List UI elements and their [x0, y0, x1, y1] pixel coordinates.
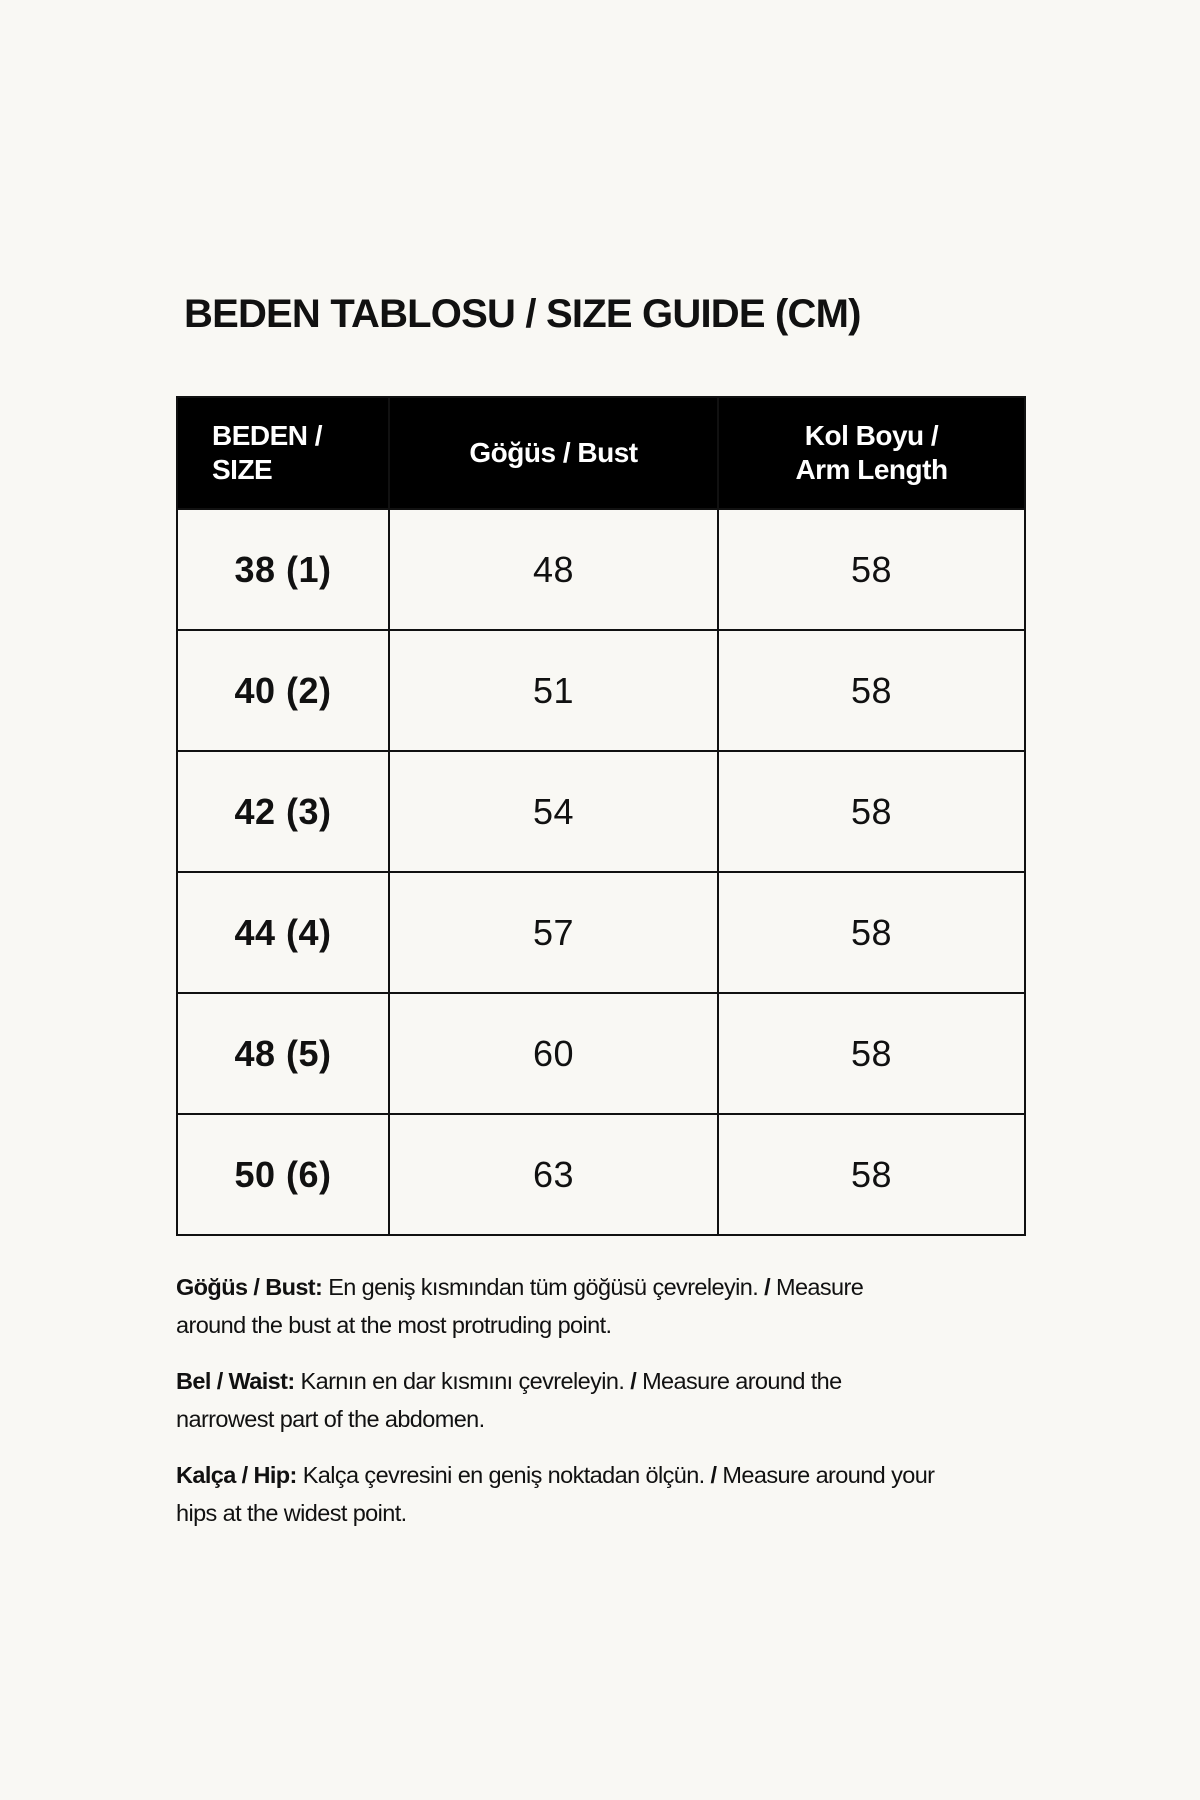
note-separator: /: [764, 1274, 771, 1300]
note-label: Göğüs / Bust:: [176, 1274, 323, 1300]
note-en: Measure around your hips at the widest p…: [176, 1462, 935, 1526]
arm-length-cell: 58: [717, 750, 1026, 873]
size-cell: 40 (2): [176, 629, 390, 752]
header-line: SIZE: [212, 454, 273, 485]
bust-cell: 54: [388, 750, 719, 873]
page-title: BEDEN TABLOSU / SIZE GUIDE (CM): [184, 292, 861, 336]
table-row: 48 (5) 60 58: [176, 992, 1026, 1115]
note-item: Bel / Waist: Karnın en dar kısmını çevre…: [176, 1362, 936, 1438]
table-row: 50 (6) 63 58: [176, 1113, 1026, 1236]
bust-cell: 48: [388, 508, 719, 631]
table-row: 42 (3) 54 58: [176, 750, 1026, 873]
arm-length-cell: 58: [717, 629, 1026, 752]
size-cell: 38 (1): [176, 508, 390, 631]
note-separator: /: [630, 1368, 637, 1394]
header-line: BEDEN /: [212, 420, 323, 451]
measurement-notes: Göğüs / Bust: En geniş kısmından tüm göğ…: [176, 1268, 936, 1550]
note-tr: Karnın en dar kısmını çevreleyin.: [300, 1368, 625, 1394]
bust-cell: 51: [388, 629, 719, 752]
header-line: Arm Length: [795, 454, 948, 485]
table-row: 40 (2) 51 58: [176, 629, 1026, 752]
size-cell: 44 (4): [176, 871, 390, 994]
size-table: BEDEN / SIZE Göğüs / Bust Kol Boyu / Arm L…: [176, 396, 1026, 1236]
note-tr: En geniş kısmından tüm göğüsü çevreleyin…: [328, 1274, 759, 1300]
note-label: Bel / Waist:: [176, 1368, 295, 1394]
note-item: Kalça / Hip: Kalça çevresini en geniş no…: [176, 1456, 936, 1532]
header-arm-length: Kol Boyu / Arm Length: [717, 396, 1026, 510]
arm-length-cell: 58: [717, 508, 1026, 631]
header-bust: Göğüs / Bust: [388, 396, 719, 510]
arm-length-cell: 58: [717, 1113, 1026, 1236]
bust-cell: 60: [388, 992, 719, 1115]
arm-length-cell: 58: [717, 871, 1026, 994]
note-en: Measure around the narrowest part of the…: [176, 1368, 842, 1432]
header-line: Göğüs / Bust: [469, 437, 638, 468]
note-label: Kalça / Hip:: [176, 1462, 297, 1488]
header-line: Kol Boyu /: [804, 420, 939, 451]
note-item: Göğüs / Bust: En geniş kısmından tüm göğ…: [176, 1268, 936, 1344]
note-tr: Kalça çevresini en geniş noktadan ölçün.: [302, 1462, 705, 1488]
table-header-row: BEDEN / SIZE Göğüs / Bust Kol Boyu / Arm L…: [176, 396, 1026, 510]
table-row: 44 (4) 57 58: [176, 871, 1026, 994]
table-row: 38 (1) 48 58: [176, 508, 1026, 631]
size-cell: 42 (3): [176, 750, 390, 873]
size-cell: 50 (6): [176, 1113, 390, 1236]
arm-length-cell: 58: [717, 992, 1026, 1115]
header-size: BEDEN / SIZE: [176, 396, 390, 510]
size-cell: 48 (5): [176, 992, 390, 1115]
note-en: Measure around the bust at the most prot…: [176, 1274, 864, 1338]
bust-cell: 57: [388, 871, 719, 994]
bust-cell: 63: [388, 1113, 719, 1236]
note-separator: /: [710, 1462, 718, 1488]
